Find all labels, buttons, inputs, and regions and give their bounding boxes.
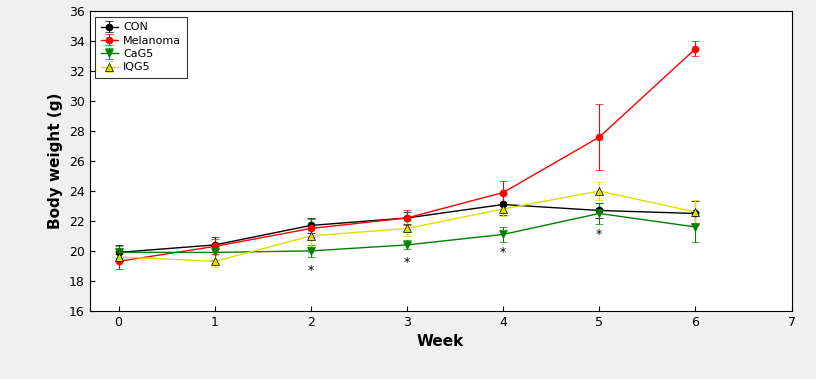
X-axis label: Week: Week	[417, 334, 464, 349]
Y-axis label: Body weight (g): Body weight (g)	[48, 93, 64, 229]
Text: *: *	[596, 228, 602, 241]
Text: *: *	[308, 247, 314, 260]
Text: *: *	[308, 264, 314, 277]
Text: *: *	[500, 246, 506, 258]
Text: *: *	[404, 256, 410, 269]
Legend: CON, Melanoma, CaG5, IQG5: CON, Melanoma, CaG5, IQG5	[95, 17, 187, 78]
